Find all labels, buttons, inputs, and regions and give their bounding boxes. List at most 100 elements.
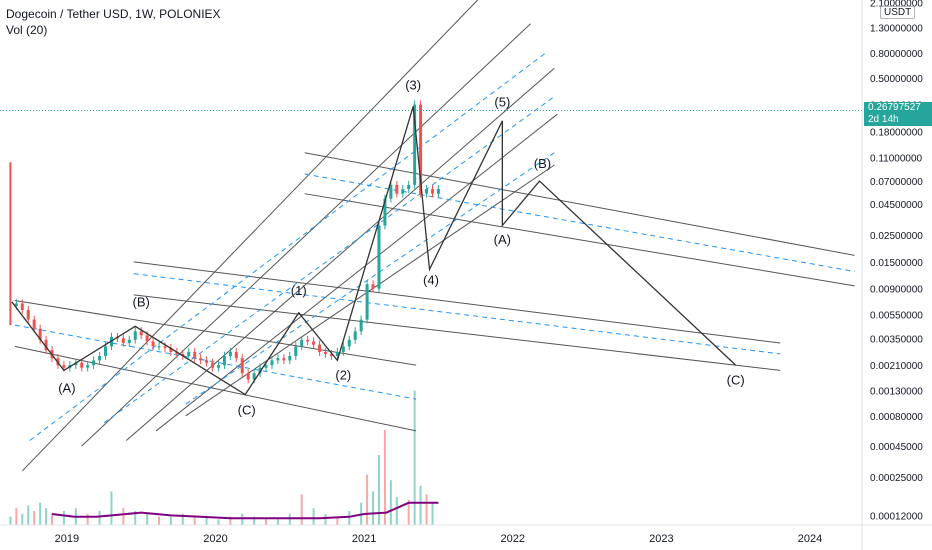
candle-body (258, 367, 262, 374)
wave-label: (4) (423, 272, 439, 287)
volume-bar (336, 516, 339, 525)
currency-unit-badge[interactable]: USDT (880, 6, 916, 19)
descending-channel-midline (133, 273, 781, 355)
volume-bar (372, 491, 375, 525)
volume-bar (33, 511, 36, 525)
time-tick-label: 2024 (798, 533, 822, 545)
candle-body (341, 346, 345, 352)
volume-bar (169, 516, 172, 525)
volume-bar (253, 516, 256, 525)
volume-bar (395, 497, 398, 525)
candle-body (127, 339, 131, 344)
price-tick-label: 0.01500000 (870, 258, 923, 269)
candle-body (234, 351, 238, 359)
candle-body (359, 319, 363, 332)
volume-bar (110, 491, 113, 525)
candle-body (389, 184, 393, 199)
candle-body (104, 346, 108, 356)
candle-body (419, 104, 423, 194)
candle-body (62, 365, 66, 368)
wave-label: (3) (405, 78, 421, 93)
wave-label: (C) (727, 373, 745, 388)
price-tick-label: 0.00550000 (870, 311, 923, 322)
candle-body (175, 351, 179, 354)
candle-body (92, 360, 96, 366)
ascending-channel-line (81, 23, 531, 447)
candle-body (32, 319, 36, 329)
candle-body (86, 365, 90, 368)
last-price-value: 0.26797527 (868, 101, 921, 113)
price-tick-label: 0.00130000 (870, 386, 923, 397)
time-tick-label: 2023 (649, 533, 673, 545)
price-tick-label: 0.80000000 (870, 49, 923, 60)
volume-bar (276, 519, 279, 525)
price-tick-label: 0.00045000 (870, 442, 923, 453)
candle-body (145, 335, 149, 342)
candle-body (401, 189, 405, 194)
candle-body (347, 339, 351, 347)
volume-bar (383, 429, 386, 525)
volume-indicator-label: Vol (20) (6, 23, 48, 37)
candle-body (44, 339, 48, 351)
descending-channel-line (133, 294, 781, 371)
wave-label: (A) (58, 380, 75, 395)
volume-bar (229, 516, 232, 525)
time-tick-label: 2020 (203, 533, 227, 545)
ascending-channel-midline (29, 52, 546, 441)
volume-bar (241, 513, 244, 525)
wave-label: (5) (494, 94, 510, 109)
volume-bar (431, 502, 434, 525)
price-tick-label: 0.50000000 (870, 74, 923, 85)
price-tick-label: 0.00350000 (870, 334, 923, 345)
last-price-tag: 0.26797527 2d 14h (864, 101, 932, 126)
volume-bar (312, 508, 315, 525)
candle-body (246, 373, 250, 380)
candle-body (252, 373, 256, 380)
volume-bar (51, 513, 54, 525)
candle-body (181, 353, 185, 356)
candle-body (38, 328, 42, 340)
candle-body (282, 358, 286, 361)
volume-bar (265, 519, 268, 525)
candle-body (294, 346, 298, 356)
volume-bar (86, 513, 89, 525)
candle-body (169, 348, 173, 352)
ascending-channel-midline (185, 152, 555, 405)
descending-channel-line (133, 261, 781, 344)
volume-bar (425, 494, 428, 525)
volume-bar (15, 508, 18, 525)
candle-body (365, 284, 369, 320)
descending-channel-line (304, 193, 855, 287)
price-tick-label: 0.07000000 (870, 177, 923, 188)
candle-body (216, 365, 220, 368)
candle-body (74, 362, 78, 366)
descending-channel-line (304, 152, 855, 256)
candle-body (413, 104, 417, 185)
volume-bar (205, 516, 208, 525)
volume-bar (288, 513, 291, 525)
candle-body (205, 360, 209, 363)
elliott-wave-path (11, 106, 737, 396)
candle-body (323, 351, 327, 354)
volume-bar (407, 499, 410, 525)
volume-bar (193, 516, 196, 525)
price-tick-label: 0.00210000 (870, 361, 923, 372)
volume-bar (389, 480, 392, 525)
volume-bar (419, 485, 422, 525)
candle-body (187, 351, 191, 356)
candle-body (288, 355, 292, 361)
volume-bar (39, 502, 42, 525)
wave-label: (B) (133, 295, 150, 310)
time-tick-label: 2022 (500, 533, 524, 545)
candle-body (264, 365, 268, 368)
candle-body (151, 341, 155, 347)
wave-label: (B) (534, 156, 551, 171)
volume-bar (62, 511, 65, 525)
candle-body (353, 331, 357, 340)
candle-body (329, 353, 333, 356)
price-tick-label: 2.10000000 (870, 0, 923, 9)
price-tick-label: 0.18000000 (870, 127, 923, 138)
bar-countdown: 2d 14h (868, 113, 899, 125)
volume-bar (9, 516, 12, 525)
